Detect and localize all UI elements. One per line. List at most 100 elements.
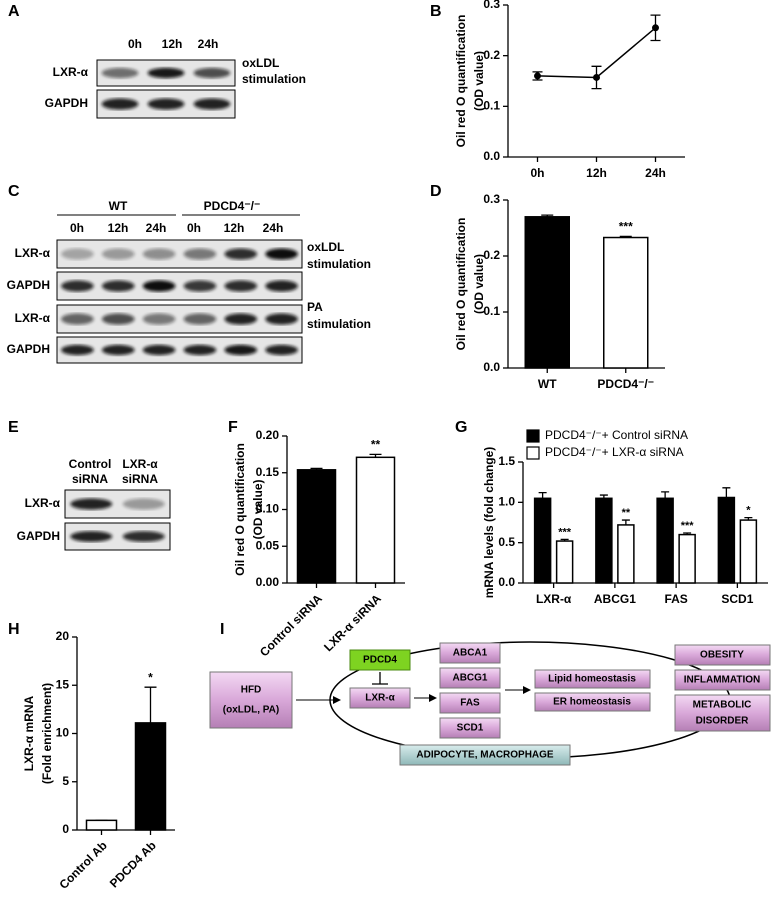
- band: [61, 313, 94, 325]
- lane-label: 12h: [162, 37, 183, 51]
- treatment: oxLDL: [307, 240, 344, 254]
- lane-label: LXR-α: [122, 457, 158, 471]
- cells-box: [399, 744, 571, 766]
- band: [70, 498, 113, 510]
- lane-label: 24h: [263, 221, 284, 235]
- significance: **: [371, 438, 381, 452]
- lane-label: siRNA: [122, 472, 158, 486]
- x-tick-label: FAS: [664, 592, 687, 606]
- legend-label: PDCD4⁻/⁻+ LXR-α siRNA: [545, 445, 684, 459]
- y-tick-label: 1.5: [498, 454, 515, 468]
- bar: [717, 496, 736, 584]
- band: [61, 248, 94, 260]
- y-axis-label: LXR-α mRNA: [22, 695, 36, 771]
- panel-label: A: [8, 3, 20, 20]
- point: [593, 73, 600, 81]
- group-label: PDCD4⁻/⁻: [204, 199, 261, 213]
- band: [183, 313, 217, 325]
- band: [183, 344, 217, 356]
- row-label: LXR-α: [25, 496, 61, 510]
- outcome: METABOLIC: [693, 700, 752, 711]
- band: [183, 280, 217, 292]
- process: Lipid homeostasis: [548, 674, 636, 685]
- gene-box: [439, 667, 501, 689]
- y-axis-label: (Fold enrichment): [40, 683, 54, 784]
- lane-label: 12h: [224, 221, 245, 235]
- process-box: [534, 669, 651, 689]
- y-tick-label: 0.15: [256, 465, 280, 479]
- panel-label: G: [455, 419, 467, 436]
- significance: ***: [619, 220, 633, 234]
- blot: [56, 336, 303, 364]
- bar: [595, 497, 613, 584]
- band: [70, 531, 113, 542]
- x-tick-label: Control Ab: [56, 838, 109, 891]
- y-tick-label: 0.5: [498, 535, 515, 549]
- row-label: LXR-α: [53, 65, 89, 79]
- x-tick-label: LXR-α: [536, 592, 572, 606]
- y-tick-label: 1.0: [498, 495, 515, 509]
- bar: [85, 819, 118, 831]
- diagram: HFD (oxLDL, PA) PDCD4 LXR-α ABCA1 ABCG1 …: [209, 641, 771, 766]
- panel-label: C: [8, 183, 20, 200]
- y-tick-label: 0.1: [483, 304, 500, 318]
- band: [224, 344, 258, 356]
- gene: ABCA1: [453, 648, 488, 659]
- band: [224, 280, 258, 292]
- outcome: OBESITY: [700, 650, 744, 661]
- bar: [617, 524, 635, 584]
- input-box: [209, 671, 293, 729]
- panel-label: E: [8, 419, 19, 436]
- treatment: oxLDL: [242, 56, 279, 70]
- treatment: stimulation: [242, 72, 306, 86]
- x-tick-label: LXR-α siRNA: [321, 591, 384, 654]
- blot: [56, 271, 303, 301]
- x-tick-label: Control siRNA: [257, 591, 325, 659]
- outcome: DISORDER: [696, 716, 750, 727]
- bar: [555, 540, 574, 584]
- band: [224, 248, 258, 260]
- gene-box: [439, 717, 501, 739]
- y-tick-label: 0.3: [483, 192, 500, 206]
- band: [224, 313, 258, 325]
- lane-label: Control: [69, 457, 112, 471]
- band: [142, 313, 176, 325]
- y-tick-label: 0.10: [256, 502, 280, 516]
- x-tick-label: PDCD4⁻/⁻: [597, 377, 654, 391]
- panel-label: D: [430, 183, 442, 200]
- lane-label: 0h: [70, 221, 84, 235]
- row-label: LXR-α: [15, 246, 51, 260]
- x-tick-label: 24h: [645, 166, 666, 180]
- y-axis-label: (OD value): [472, 254, 486, 314]
- bar: [296, 469, 337, 584]
- band: [61, 344, 94, 356]
- row-label: GAPDH: [45, 96, 88, 110]
- process: ER homeostasis: [553, 697, 631, 708]
- significance: **: [622, 507, 631, 519]
- band: [142, 248, 176, 260]
- y-tick-label: 0.0: [483, 360, 500, 374]
- x-tick-label: WT: [538, 377, 557, 391]
- point: [534, 72, 541, 80]
- y-tick-label: 0.00: [256, 575, 280, 589]
- group-label: WT: [109, 199, 128, 213]
- inhibit: [372, 672, 388, 685]
- panel-label: B: [430, 3, 442, 20]
- row-label: GAPDH: [7, 278, 50, 292]
- bar: [656, 497, 674, 584]
- treatment: stimulation: [307, 257, 371, 271]
- y-tick-label: 0.2: [483, 248, 500, 262]
- gene: FAS: [460, 698, 480, 709]
- regulator: PDCD4: [363, 655, 397, 666]
- significance: *: [148, 670, 153, 684]
- treatment: stimulation: [307, 317, 371, 331]
- gene: ABCG1: [452, 673, 487, 684]
- y-axis-label: mRNA levels (fold change): [482, 447, 496, 599]
- treatment: PA: [307, 300, 323, 314]
- panel-label: H: [8, 621, 20, 638]
- gene-box: [439, 692, 501, 714]
- input: HFD: [241, 685, 262, 696]
- bar: [739, 519, 758, 584]
- process-box: [534, 692, 651, 712]
